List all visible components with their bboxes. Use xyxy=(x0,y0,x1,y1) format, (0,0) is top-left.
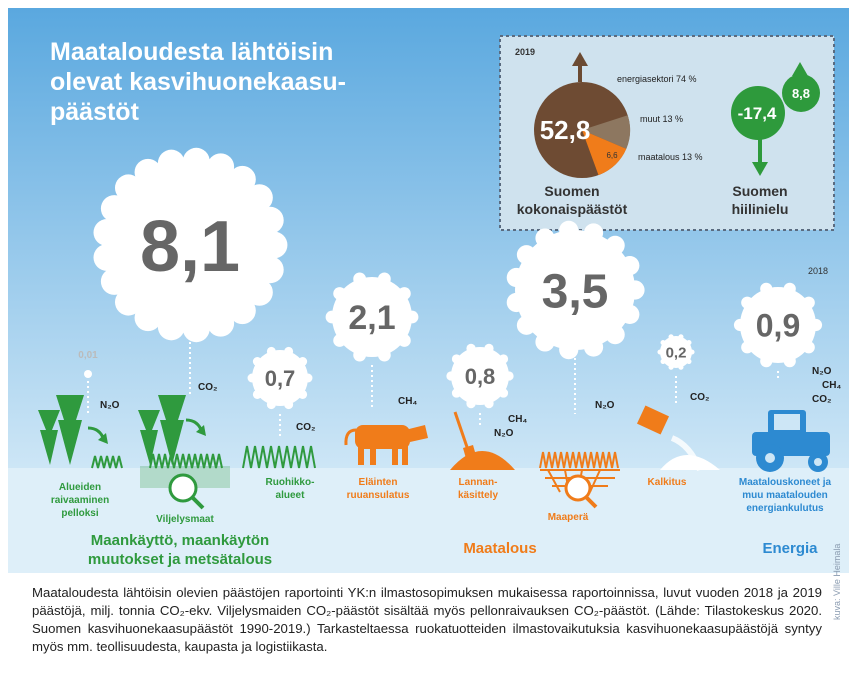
gas-label: N₂O xyxy=(595,400,615,411)
title-line: Maataloudesta lähtöisin xyxy=(50,38,333,66)
infographic: Maataloudesta lähtöisinolevat kasvihuone… xyxy=(0,0,857,673)
bubble xyxy=(84,370,92,378)
cow-icon-part xyxy=(402,445,408,465)
cow-icon-part xyxy=(392,445,398,465)
inset-year: 2019 xyxy=(515,47,535,57)
item-value: 3,5 xyxy=(542,265,609,318)
item-label: Viljelysmaat xyxy=(156,514,214,525)
title-line: päästöt xyxy=(50,98,140,126)
group-label: Energia xyxy=(762,540,818,557)
group-label: muutokset ja metsätalous xyxy=(88,551,272,568)
title-line: olevat kasvihuonekaasu- xyxy=(50,68,346,96)
year: 2018 xyxy=(808,266,828,276)
item-label: alueet xyxy=(276,490,306,501)
group-label: Maatalous xyxy=(463,540,536,557)
gas-label: CO₂ xyxy=(198,382,217,393)
gas-label: CH₄ xyxy=(508,414,527,425)
inset-label: kokonaispäästöt xyxy=(517,201,628,217)
item-value: 0,01 xyxy=(78,350,98,361)
gas-label: CO₂ xyxy=(296,422,315,433)
item-label: Maatalouskoneet ja xyxy=(739,477,832,488)
item-label: ruuansulatus xyxy=(347,490,410,501)
gas-label: N₂O xyxy=(100,400,120,411)
footnote: Maataloudesta lähtöisin olevien päästöje… xyxy=(32,584,822,656)
item-label: raivaaminen xyxy=(51,495,109,506)
group-label: Maankäyttö, maankäytön xyxy=(91,532,269,549)
item-label: Kalkitus xyxy=(648,477,687,488)
item-value: 0,2 xyxy=(666,344,687,361)
gas-label: CH₄ xyxy=(398,396,417,407)
illustration: Maataloudesta lähtöisinolevat kasvihuone… xyxy=(0,0,857,673)
inset-label: Suomen xyxy=(732,183,787,199)
item-label: Alueiden xyxy=(59,482,101,493)
slice-label: muut 13 % xyxy=(640,114,683,124)
credit: kuva: Ville Heimala xyxy=(832,544,842,620)
item-label: käsittely xyxy=(458,490,498,501)
sink-value: 8,8 xyxy=(792,86,810,101)
cow-icon-part xyxy=(358,445,364,465)
soil-icon-part xyxy=(566,476,590,500)
inset-label: hiilinielu xyxy=(732,201,789,217)
item-value: 8,1 xyxy=(140,207,240,287)
item-label: Ruohikko- xyxy=(266,477,315,488)
tractor-icon-part xyxy=(774,414,800,430)
gas-label: CO₂ xyxy=(690,392,709,403)
item-label: muu maatalouden xyxy=(742,490,828,501)
gas-label: N₂O xyxy=(812,366,832,377)
item-value: 0,8 xyxy=(465,364,496,389)
slice-label: maatalous 13 % xyxy=(638,152,703,162)
item-label: pelloksi xyxy=(61,508,98,519)
pie-value: 52,8 xyxy=(540,115,591,145)
item-value: 0,9 xyxy=(756,308,800,344)
item-label: energiankulutus xyxy=(746,503,824,514)
item-label: Maaperä xyxy=(548,512,589,523)
item-label: Eläinten xyxy=(359,477,398,488)
cow-icon-part xyxy=(370,445,376,465)
sink-value: -17,4 xyxy=(738,104,777,123)
item-value: 0,7 xyxy=(265,366,296,391)
tractor-icon-part xyxy=(814,458,822,466)
slice-label: energiasektori 74 % xyxy=(617,74,697,84)
gas-label: N₂O xyxy=(494,428,514,439)
agri-value: 6,6 xyxy=(606,151,618,160)
item-label: Lannan- xyxy=(459,477,498,488)
tractor-icon-part xyxy=(765,453,775,463)
inset-label: Suomen xyxy=(544,183,599,199)
gas-label: CH₄ xyxy=(822,380,841,391)
gas-label: CO₂ xyxy=(812,394,831,405)
item-value: 2,1 xyxy=(348,299,395,337)
